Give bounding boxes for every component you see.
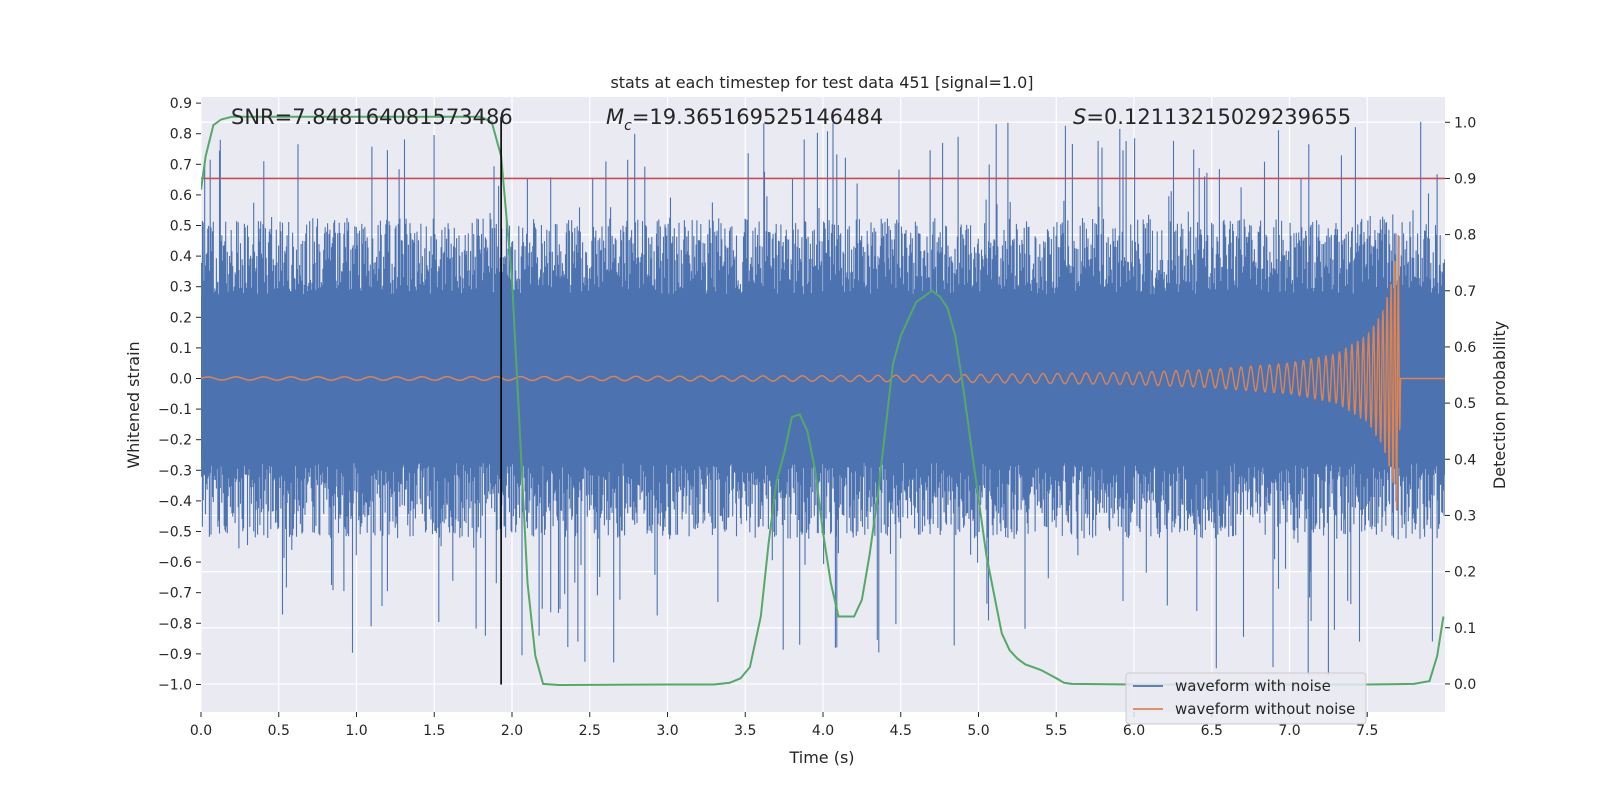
y-right-tick-label: 0.8 [1454,228,1476,244]
x-tick-label: 1.5 [423,723,445,739]
x-tick-label: 0.5 [268,723,290,739]
y-left-tick-label: 0.1 [170,341,192,357]
series-probability [201,115,1445,687]
y-left-tick-label: 0.7 [170,157,192,173]
y-left-tick-label: 0.9 [170,96,192,112]
y-right-tick-label: 0.6 [1454,340,1476,356]
y-axis-right-title: Detection probability [1490,321,1509,489]
y-left-tick-label: 0.4 [170,249,192,265]
y-left-tick-label: −0.7 [158,586,192,602]
chart-title: stats at each timestep for test data 451… [610,73,1033,92]
x-tick-label: 0.0 [190,723,212,739]
annotation-s-value: =0.12113215029239655 [1086,105,1351,129]
x-tick-label: 5.5 [1045,723,1067,739]
y-left-tick-label: 0.6 [170,188,192,204]
y-left-tick-label: −0.9 [158,647,192,663]
y-right-tick-label: 0.9 [1454,171,1476,187]
annotation-mc: Mc=19.365169525146484 [606,105,883,134]
y-left-tick-label: −0.6 [158,555,192,571]
y-left-tick-label: −0.8 [158,616,192,632]
legend-label-noise: waveform with noise [1175,677,1331,695]
y-right-tick-label: 0.0 [1454,677,1476,693]
y-left-tick-label: −1.0 [158,677,192,693]
x-tick-label: 5.0 [967,723,989,739]
y-right-tick-label: 0.4 [1454,452,1476,468]
legend-label-clean: waveform without noise [1175,700,1355,718]
y-axis-right: 1.0 0.9 0.8 0.7 0.6 0.5 0.4 0.3 0.2 0.1 0.0 [1445,115,1476,693]
y-axis-left: 0.9 0.8 0.7 0.6 0.5 0.4 0.3 0.2 0.1 0.0 −0.1 −0.2 −0… [158,96,201,693]
y-left-tick-label: 0.3 [170,280,192,296]
x-tick-label: 6.0 [1123,723,1145,739]
x-tick-label: 2.0 [501,723,523,739]
x-axis: 0.0 0.5 1.0 1.5 2.0 2.5 3.0 3.5 4.0 4.5 5.0 5.5 6.0 6… [190,712,1378,739]
x-tick-label: 4.0 [812,723,834,739]
y-right-tick-label: 0.7 [1454,284,1476,300]
legend: waveform with noise waveform without noi… [1125,672,1367,725]
annotation-mc-value: =19.365169525146484 [632,105,883,129]
y-right-tick-label: 0.5 [1454,396,1476,412]
x-tick-label: 3.5 [734,723,756,739]
y-left-tick-label: −0.5 [158,524,192,540]
annotation-mc-symbol: M [606,105,624,129]
x-tick-label: 1.0 [345,723,367,739]
x-tick-label: 2.5 [579,723,601,739]
y-left-tick-label: 0.0 [170,371,192,387]
y-right-tick-label: 1.0 [1454,115,1476,131]
y-left-tick-label: 0.5 [170,219,192,235]
y-left-tick-label: 0.8 [170,127,192,143]
y-left-tick-label: −0.2 [158,433,192,449]
annotation-mc-subscript: c [624,118,632,134]
legend-box [1125,672,1367,725]
series-noise [201,121,1445,676]
annotation-snr: SNR=7.848164081573486 [231,105,513,129]
annotation-s-symbol: S [1073,105,1086,129]
y-left-tick-label: −0.3 [158,463,192,479]
y-left-tick-label: 0.2 [170,310,192,326]
x-axis-title: Time (s) [788,748,854,767]
y-left-tick-label: −0.1 [158,402,192,418]
x-tick-label: 6.5 [1201,723,1223,739]
y-right-tick-label: 0.3 [1454,508,1476,524]
series-clean [201,234,1445,510]
y-left-tick-label: −0.4 [158,494,192,510]
y-right-tick-label: 0.1 [1454,621,1476,637]
x-tick-label: 3.0 [656,723,678,739]
y-right-tick-label: 0.2 [1454,565,1476,581]
y-axis-left-title: Whitened strain [124,341,143,468]
x-tick-label: 4.5 [890,723,912,739]
annotation-s: S=0.12113215029239655 [1073,105,1351,129]
x-tick-label: 7.5 [1356,723,1378,739]
x-tick-label: 7.0 [1278,723,1300,739]
noise-core [201,295,1444,462]
